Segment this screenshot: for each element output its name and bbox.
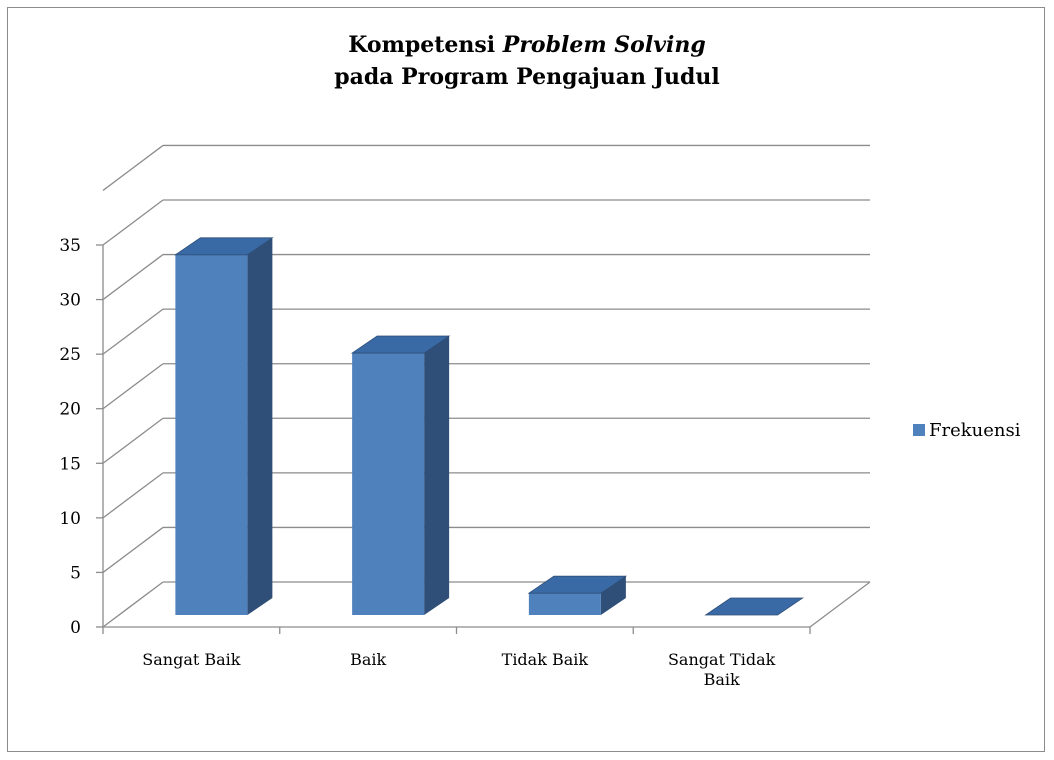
x-tick-label: Sangat Baik [142,650,241,669]
y-tick-label: 35 [59,236,81,256]
x-tick-label: Baik [350,650,386,669]
side-gridline [102,472,164,519]
legend: Frekuensi [913,420,1021,441]
x-tick-label: Sangat Tidak Baik [668,650,776,689]
bar-front [528,593,601,615]
bar-side [247,237,273,616]
bar [174,237,274,616]
y-tick-label: 0 [70,618,81,638]
legend-label: Frekuensi [929,420,1021,441]
bar-side [600,576,626,615]
y-tick-label: 10 [59,509,81,529]
chart-title-line2: pada Program Pengajuan Judul [334,64,720,90]
y-tick-label: 30 [59,291,81,311]
y-tick-label: 25 [59,345,81,365]
chart-title-italic: Problem Solving [502,32,706,58]
y-tick-label: 20 [59,400,81,420]
side-gridline [102,308,164,355]
side-gridline [102,199,164,246]
side-gridline [102,363,164,410]
y-tick-label: 5 [70,563,81,583]
bar-layer [174,237,804,616]
chart-title-plain: Kompetensi [348,32,503,58]
bar-top [174,237,274,256]
x-tick-label-line: Tidak Baik [502,650,589,669]
x-tick-label-line: Sangat Baik [142,650,241,669]
grid-layer [102,144,870,628]
axis-layer [96,244,871,634]
x-tick-label-line: Baik [704,670,740,689]
side-gridline [102,254,164,301]
bar-top [350,335,451,354]
floor-edge [809,581,871,628]
bar-top [527,575,628,594]
bar-front [175,254,248,616]
side-gridline [102,144,164,191]
bar [704,597,804,616]
side-gridline [102,526,164,573]
bar-front [352,353,425,615]
legend-swatch [913,424,925,436]
bar-top [704,597,804,616]
bar [527,575,628,615]
y-tick-label: 15 [59,454,81,474]
bar [350,335,451,615]
x-tick-label: Tidak Baik [502,650,589,669]
x-tick-label-line: Sangat Tidak [668,650,776,669]
side-gridline [102,581,164,628]
chart-title-line1: Kompetensi Problem Solving [348,32,705,58]
x-tick-label-line: Baik [350,650,386,669]
side-gridline [102,417,164,464]
bar-side [424,336,450,615]
label-layer: 0 5 10 15 20 25 30 35 Sangat Baik Baik Tidak Baik S… [59,236,775,689]
